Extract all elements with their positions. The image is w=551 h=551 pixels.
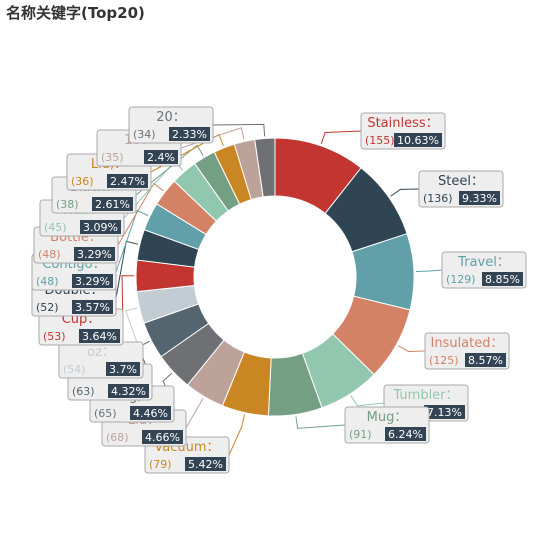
pct-badge [80, 220, 121, 234]
label-line-15 [117, 182, 164, 246]
label-line-4 [397, 345, 426, 352]
slice-count: (34) [133, 128, 156, 141]
slice-count: (53) [43, 330, 66, 343]
slice-pct: 2.33% [172, 128, 207, 141]
slice-count: (65) [94, 407, 117, 420]
slice-pct: 2.61% [95, 198, 130, 211]
label-line-14 [115, 209, 149, 273]
slice-pct: 3.57% [75, 301, 110, 314]
pct-badge [130, 406, 171, 420]
pct-badge [482, 272, 523, 286]
pct-badge [385, 427, 426, 441]
slice-pct: 8.85% [485, 273, 520, 286]
slice-pct: 4.32% [111, 385, 146, 398]
slice-label-3: Travel： (129) 8.85% [441, 251, 527, 289]
slice-pct: 7.13% [427, 406, 462, 419]
pct-badge [459, 191, 500, 205]
slice-pct: 2.4% [147, 151, 175, 164]
slice-pct: 9.33% [462, 192, 497, 205]
slice-count: (54) [63, 363, 86, 376]
slices-layer [135, 137, 415, 417]
slice-count: (63) [72, 385, 95, 398]
label-line-3 [415, 269, 443, 273]
slice-name: oz： [87, 345, 115, 360]
label-line-5 [350, 395, 385, 407]
pct-badge [107, 174, 148, 188]
slice-pct: 3.29% [75, 275, 110, 288]
label-line-8 [185, 398, 204, 429]
slice-pct: 3.64% [82, 330, 117, 343]
slice-label-4: Insulated： (125) 8.57% [424, 332, 510, 370]
slice-count: (36) [71, 175, 94, 188]
pct-badge [72, 274, 113, 288]
pct-badge [424, 405, 465, 419]
label-line-2 [390, 188, 420, 197]
label-line-17 [135, 144, 204, 196]
slice-count: (125) [429, 354, 459, 367]
slice-label-2: Steel： (136) 9.33% [418, 170, 504, 208]
label-line-13 [115, 240, 138, 299]
slice-count: (136) [423, 192, 453, 205]
pct-badge [394, 133, 442, 147]
label-line-20 [212, 123, 266, 137]
pct-badge [144, 150, 178, 164]
slice-name: Tumbler： [392, 388, 458, 403]
label-line-12 [121, 275, 135, 328]
slice-pct: 4.46% [133, 407, 168, 420]
label-line-6 [295, 416, 346, 429]
slice-name: Stainless： [367, 116, 438, 131]
slice-pct: 4.66% [145, 431, 180, 444]
pct-badge [79, 329, 120, 343]
slice-name: Mug： [367, 410, 408, 425]
pct-badge [106, 362, 140, 376]
slice-pct: 6.24% [388, 428, 423, 441]
slice-count: (129) [446, 273, 476, 286]
slice-count: (155) [365, 134, 395, 147]
slice-count: (45) [44, 221, 67, 234]
slice-pct: 10.63% [397, 134, 439, 147]
chart-title: 名称关键字(Top20) [6, 4, 145, 22]
label-line-1 [320, 130, 362, 144]
slice-pct: 8.57% [468, 354, 503, 367]
pct-badge [92, 197, 133, 211]
slice-count: (38) [56, 198, 79, 211]
pct-badge [169, 127, 210, 141]
slice-pct: 3.09% [83, 221, 118, 234]
slice-pct: 5.42% [188, 458, 223, 471]
pct-badge [72, 300, 113, 314]
pct-badge [74, 247, 115, 261]
slice-count: (48) [36, 275, 59, 288]
slice-label-19: 16：(35)2.4% [96, 129, 182, 167]
slice-count: (68) [106, 431, 129, 444]
slice-label-6: Mug： (91) 6.24% [344, 406, 430, 444]
slice-pct: 3.29% [77, 248, 112, 261]
slice-count: (48) [38, 248, 61, 261]
pct-badge [185, 457, 226, 471]
slice-label-11: oz：(54) 3.7% [58, 341, 144, 379]
labels-layer: Stainless： (155) 10.63% Steel： (136) 9.33% Tra… [31, 106, 527, 474]
label-line-7 [228, 414, 246, 456]
slice-20[interactable] [254, 137, 276, 198]
slice-name: 20： [156, 110, 186, 125]
slice-count: (35) [101, 151, 124, 164]
pct-badge [108, 384, 149, 398]
pct-badge [465, 353, 506, 367]
slice-name: Steel： [438, 174, 484, 189]
slice-label-1: Stainless： (155) 10.63% [360, 112, 446, 150]
slice-pct: 3.7% [109, 363, 137, 376]
slice-count: (52) [36, 301, 59, 314]
pct-badge [142, 430, 183, 444]
slice-count: (91) [349, 428, 372, 441]
slice-name: Travel： [457, 255, 510, 270]
slice-count: (79) [149, 458, 172, 471]
slice-label-20: 20：(34) 2.33% [128, 106, 214, 144]
slice-pct: 2.47% [110, 175, 145, 188]
slice-label-12: Cup：(53) 3.64% [38, 308, 124, 346]
slice-name: Insulated： [430, 336, 503, 351]
